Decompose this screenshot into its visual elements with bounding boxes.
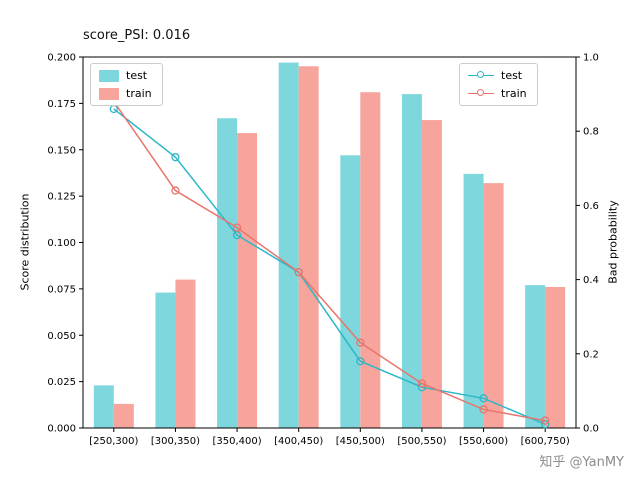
bar-train (421, 120, 442, 428)
marker-train (294, 268, 303, 277)
legend-bars-item-test: test (99, 69, 152, 82)
y-tick-label-right: 0.2 (583, 349, 599, 360)
legend-lines: test train (459, 63, 538, 106)
x-tick-label: [600,750) (521, 436, 570, 447)
marker-test (232, 230, 242, 240)
y-tick-label-right: 1.0 (583, 53, 599, 64)
bar-train (360, 92, 381, 429)
x-tick-label: [350,400) (212, 436, 261, 447)
legend-label: test (501, 69, 523, 82)
y-axis-label-right: Bad probability (606, 200, 620, 284)
marker-train (171, 186, 180, 195)
bar-test (278, 62, 299, 428)
y-tick-label-right: 0.4 (583, 275, 599, 286)
marker-test (541, 420, 550, 429)
x-tick-label: [300,350) (151, 436, 200, 447)
y-axis-label-left: Score distribution (18, 193, 32, 291)
marker-train (541, 416, 550, 425)
bar-train (113, 403, 134, 428)
test-line-sample (468, 70, 494, 82)
bar-train (545, 287, 566, 428)
y-tick-label-left: 0.075 (47, 284, 76, 295)
y-tick-label-left: 0.000 (47, 424, 76, 435)
legend-label: test (126, 69, 148, 82)
watermark: 知乎 @YanMY (539, 455, 624, 470)
train-bar-swatch (99, 87, 119, 100)
x-tick-label: [450,500) (336, 436, 385, 447)
marker-test (479, 394, 488, 403)
train-line-sample (468, 88, 494, 100)
y-tick-label-right: 0.0 (583, 424, 599, 435)
bar-test (93, 385, 114, 428)
marker-test (171, 153, 180, 162)
legend-label: train (126, 87, 152, 100)
y-tick-label-left: 0.050 (47, 331, 76, 342)
bar-test (217, 118, 238, 428)
y-tick-label-right: 0.6 (583, 201, 599, 212)
bar-train (175, 279, 196, 428)
marker-test (356, 357, 365, 366)
bar-test (525, 285, 546, 428)
bar-train (483, 183, 504, 428)
line-train (113, 101, 546, 422)
x-tick-label: [500,550) (397, 436, 446, 447)
legend-bars: test train (90, 63, 163, 106)
y-tick-label-left: 0.025 (47, 377, 76, 388)
bar-test (340, 155, 361, 428)
legend-bars-item-train: train (99, 87, 152, 100)
legend-lines-item-train: train (468, 87, 527, 100)
bar-test (155, 292, 176, 428)
bar-train (298, 66, 319, 429)
bar-test (463, 173, 484, 428)
x-tick-label: [550,600) (459, 436, 508, 447)
x-tick-label: [400,450) (274, 436, 323, 447)
bar-train (237, 133, 258, 428)
bar-test (401, 94, 422, 428)
marker-train (479, 405, 488, 414)
marker-train (417, 379, 427, 388)
y-tick-label-left: 0.100 (47, 238, 76, 249)
legend-lines-item-test: test (468, 69, 527, 82)
marker-train (232, 223, 242, 232)
marker-test (109, 104, 118, 114)
legend-label: train (501, 87, 527, 100)
y-tick-label-left: 0.200 (47, 53, 76, 64)
marker-train (356, 338, 365, 347)
y-tick-label-left: 0.175 (47, 99, 76, 110)
x-tick-label: [250,300) (89, 436, 138, 447)
y-tick-label-left: 0.150 (47, 145, 76, 156)
chart-title: score_PSI: 0.016 (83, 28, 191, 43)
y-tick-label-left: 0.125 (47, 192, 76, 203)
test-bar-swatch (99, 69, 119, 82)
y-tick-label-right: 0.8 (583, 127, 599, 138)
line-test (113, 108, 546, 425)
